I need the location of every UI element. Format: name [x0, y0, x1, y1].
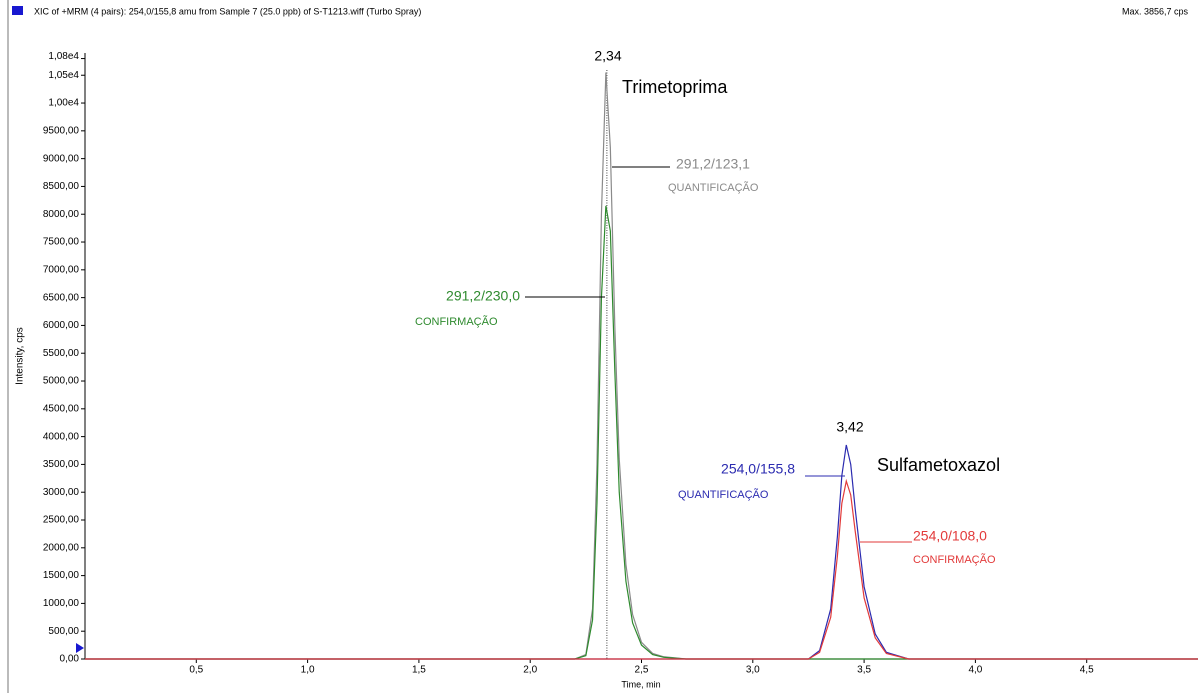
- y-tick-label: 1000,00: [43, 598, 80, 609]
- y-tick-label: 9500,00: [43, 125, 80, 136]
- annotation: 3,42: [836, 419, 863, 435]
- annotation: 254,0/108,0: [913, 528, 987, 544]
- x-tick-label: 2,0: [523, 665, 537, 676]
- annotation: 254,0/155,8: [721, 461, 795, 477]
- y-tick-label: 5500,00: [43, 348, 80, 359]
- x-tick-label: 3,5: [857, 665, 871, 676]
- y-tick-label: 8500,00: [43, 181, 80, 192]
- y-tick-label: 2000,00: [43, 542, 80, 553]
- x-tick-label: 4,0: [968, 665, 982, 676]
- y-tick-label: 1,05e4: [48, 70, 79, 81]
- y-tick-label: 2500,00: [43, 515, 80, 526]
- x-tick-label: 1,5: [412, 665, 426, 676]
- annotation: QUANTIFICAÇÃO: [668, 181, 759, 194]
- annotation: Sulfametoxazol: [877, 455, 1000, 475]
- y-tick-label: 1500,00: [43, 570, 80, 581]
- x-tick-label: 4,5: [1080, 665, 1094, 676]
- annotation: 291,2/230,0: [446, 288, 520, 304]
- x-tick-label: 0,5: [189, 665, 203, 676]
- y-tick-label: 6000,00: [43, 320, 80, 331]
- x-tick-label: 3,0: [746, 665, 760, 676]
- annotation: QUANTIFICAÇÃO: [678, 488, 769, 501]
- y-tick-label: 500,00: [48, 626, 79, 637]
- y-tick-label: 3000,00: [43, 487, 80, 498]
- annotation: CONFIRMAÇÃO: [415, 315, 498, 328]
- annotation: 2,34: [594, 48, 621, 64]
- y-tick-label: 8000,00: [43, 209, 80, 220]
- y-tick-label: 1,00e4: [48, 98, 79, 109]
- y-tick-label: 0,00: [60, 654, 80, 665]
- x-tick-label: 2,5: [635, 665, 649, 676]
- x-axis-label: Time, min: [621, 679, 660, 689]
- y-tick-label: 4500,00: [43, 403, 80, 414]
- x-tick-label: 1,0: [301, 665, 315, 676]
- y-tick-label: 1,08e4: [48, 51, 79, 62]
- y-axis-label: Intensity, cps: [15, 327, 26, 385]
- annotation: CONFIRMAÇÃO: [913, 553, 996, 566]
- axis-marker: [76, 643, 84, 653]
- trace-icon: [12, 6, 23, 15]
- annotation: Trimetoprima: [622, 77, 728, 97]
- y-tick-label: 4000,00: [43, 431, 80, 442]
- series-line: [85, 205, 1198, 660]
- y-tick-label: 7000,00: [43, 264, 80, 275]
- chart-subtitle: Max. 3856,7 cps: [1122, 6, 1189, 16]
- chart-title: XIC of +MRM (4 pairs): 254,0/155,8 amu f…: [34, 6, 421, 16]
- y-tick-label: 6500,00: [43, 292, 80, 303]
- y-tick-label: 5000,00: [43, 376, 80, 387]
- series-line: [85, 478, 1198, 660]
- y-tick-label: 9000,00: [43, 153, 80, 164]
- y-tick-label: 3500,00: [43, 459, 80, 470]
- annotation: 291,2/123,1: [676, 156, 750, 172]
- y-tick-label: 7500,00: [43, 237, 80, 248]
